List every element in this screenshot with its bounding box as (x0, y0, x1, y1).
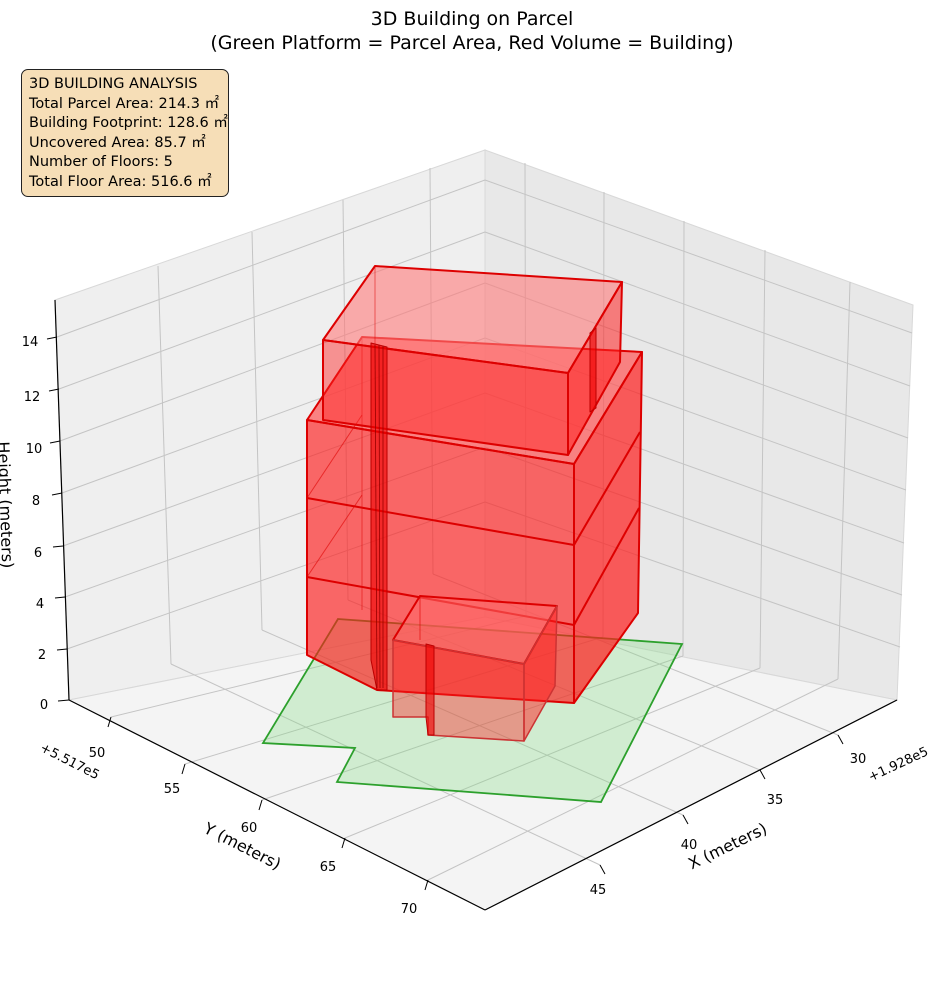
building-volume (306, 265, 643, 742)
y-tick-label: 70 (401, 902, 418, 917)
z-tick-label: 0 (40, 698, 48, 713)
tick-marks (46, 336, 844, 891)
x-tick-labels: 30 35 40 45 (590, 752, 867, 898)
z-tick-label: 4 (36, 597, 44, 612)
building-block-front (392, 595, 558, 742)
y-tick-label: 65 (320, 860, 337, 875)
y-tick-label: 60 (241, 821, 258, 836)
info-floor-count: Number of Floors: 5 (29, 154, 173, 171)
x-tick-label: 45 (590, 883, 607, 898)
z-axis-label: Height (meters) (0, 441, 17, 569)
chart-subtitle: (Green Platform = Parcel Area, Red Volum… (210, 32, 733, 54)
z-tick-label: 12 (24, 390, 41, 405)
z-tick-label: 14 (22, 335, 39, 350)
z-tick-label: 10 (26, 442, 43, 457)
building-block-upper (322, 265, 623, 456)
y-axis-line (68, 699, 486, 911)
z-tick-label: 6 (34, 546, 42, 561)
analysis-info-box: 3D BUILDING ANALYSIS Total Parcel Area: … (21, 69, 229, 197)
z-tick-label: 8 (32, 494, 40, 509)
info-heading: 3D BUILDING ANALYSIS (29, 76, 198, 92)
x-axis-line (484, 699, 898, 911)
building-notch (370, 327, 597, 691)
x-tick-label: 30 (850, 752, 867, 767)
z-axis-line (54, 299, 70, 701)
x-axis-label: X (meters) (685, 819, 770, 873)
info-parcel-area: Total Parcel Area: 214.3 ㎡ (29, 95, 220, 112)
x-tick-label: 35 (767, 793, 784, 808)
y-tick-label: 55 (164, 782, 181, 797)
x-tick-label: 40 (681, 838, 698, 853)
x-offset-label: +1.928e5 (866, 744, 931, 785)
chart-title: 3D Building on Parcel (371, 8, 574, 30)
z-tick-label: 2 (38, 648, 46, 663)
axis-lines (54, 299, 898, 911)
z-tick-labels: 0 2 4 6 8 10 12 14 (22, 335, 48, 713)
info-total-floor-area: Total Floor Area: 516.6 ㎡ (29, 173, 212, 190)
y-tick-label: 50 (89, 746, 106, 761)
info-building-footprint: Building Footprint: 128.6 ㎡ (29, 115, 228, 132)
info-uncovered-area: Uncovered Area: 85.7 ㎡ (29, 134, 206, 151)
y-tick-labels: 50 55 60 65 70 (89, 746, 418, 917)
